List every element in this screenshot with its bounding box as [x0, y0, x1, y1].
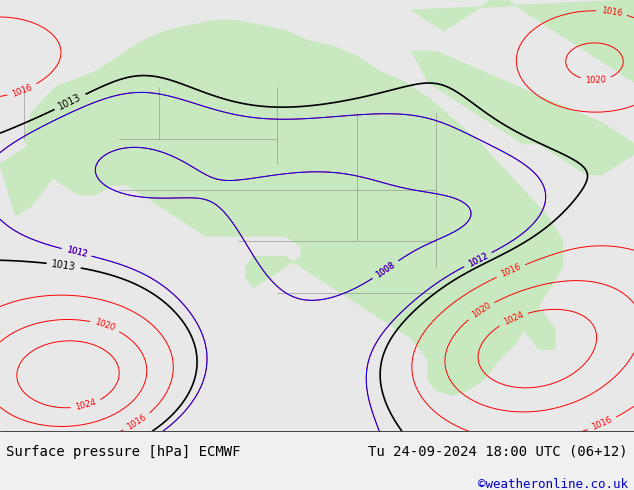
Text: Tu 24-09-2024 18:00 UTC (06+12): Tu 24-09-2024 18:00 UTC (06+12) [368, 445, 628, 459]
Text: 1020: 1020 [470, 301, 493, 320]
Text: 1020: 1020 [585, 75, 606, 85]
Text: 1013: 1013 [51, 259, 77, 272]
Text: 1024: 1024 [75, 398, 97, 412]
Polygon shape [507, 277, 555, 349]
Text: 1016: 1016 [11, 82, 34, 98]
Text: 1016: 1016 [500, 263, 522, 279]
Text: 1012: 1012 [467, 251, 489, 269]
Polygon shape [412, 51, 634, 174]
Text: 1012: 1012 [467, 251, 489, 269]
Text: 1013: 1013 [57, 92, 83, 112]
Text: 1024: 1024 [501, 310, 525, 327]
Text: 1012: 1012 [65, 245, 87, 259]
Polygon shape [0, 144, 63, 216]
Polygon shape [23, 21, 563, 395]
Polygon shape [412, 0, 634, 82]
Text: 1016: 1016 [600, 6, 623, 18]
Text: 1016: 1016 [591, 416, 614, 432]
Text: Surface pressure [hPa] ECMWF: Surface pressure [hPa] ECMWF [6, 445, 241, 459]
Text: 1020: 1020 [94, 318, 117, 333]
Text: 1016: 1016 [126, 413, 148, 432]
Text: 1008: 1008 [374, 260, 397, 279]
Text: 1008: 1008 [374, 260, 397, 279]
Text: ©weatheronline.co.uk: ©weatheronline.co.uk [477, 478, 628, 490]
Text: 1012: 1012 [65, 245, 87, 259]
